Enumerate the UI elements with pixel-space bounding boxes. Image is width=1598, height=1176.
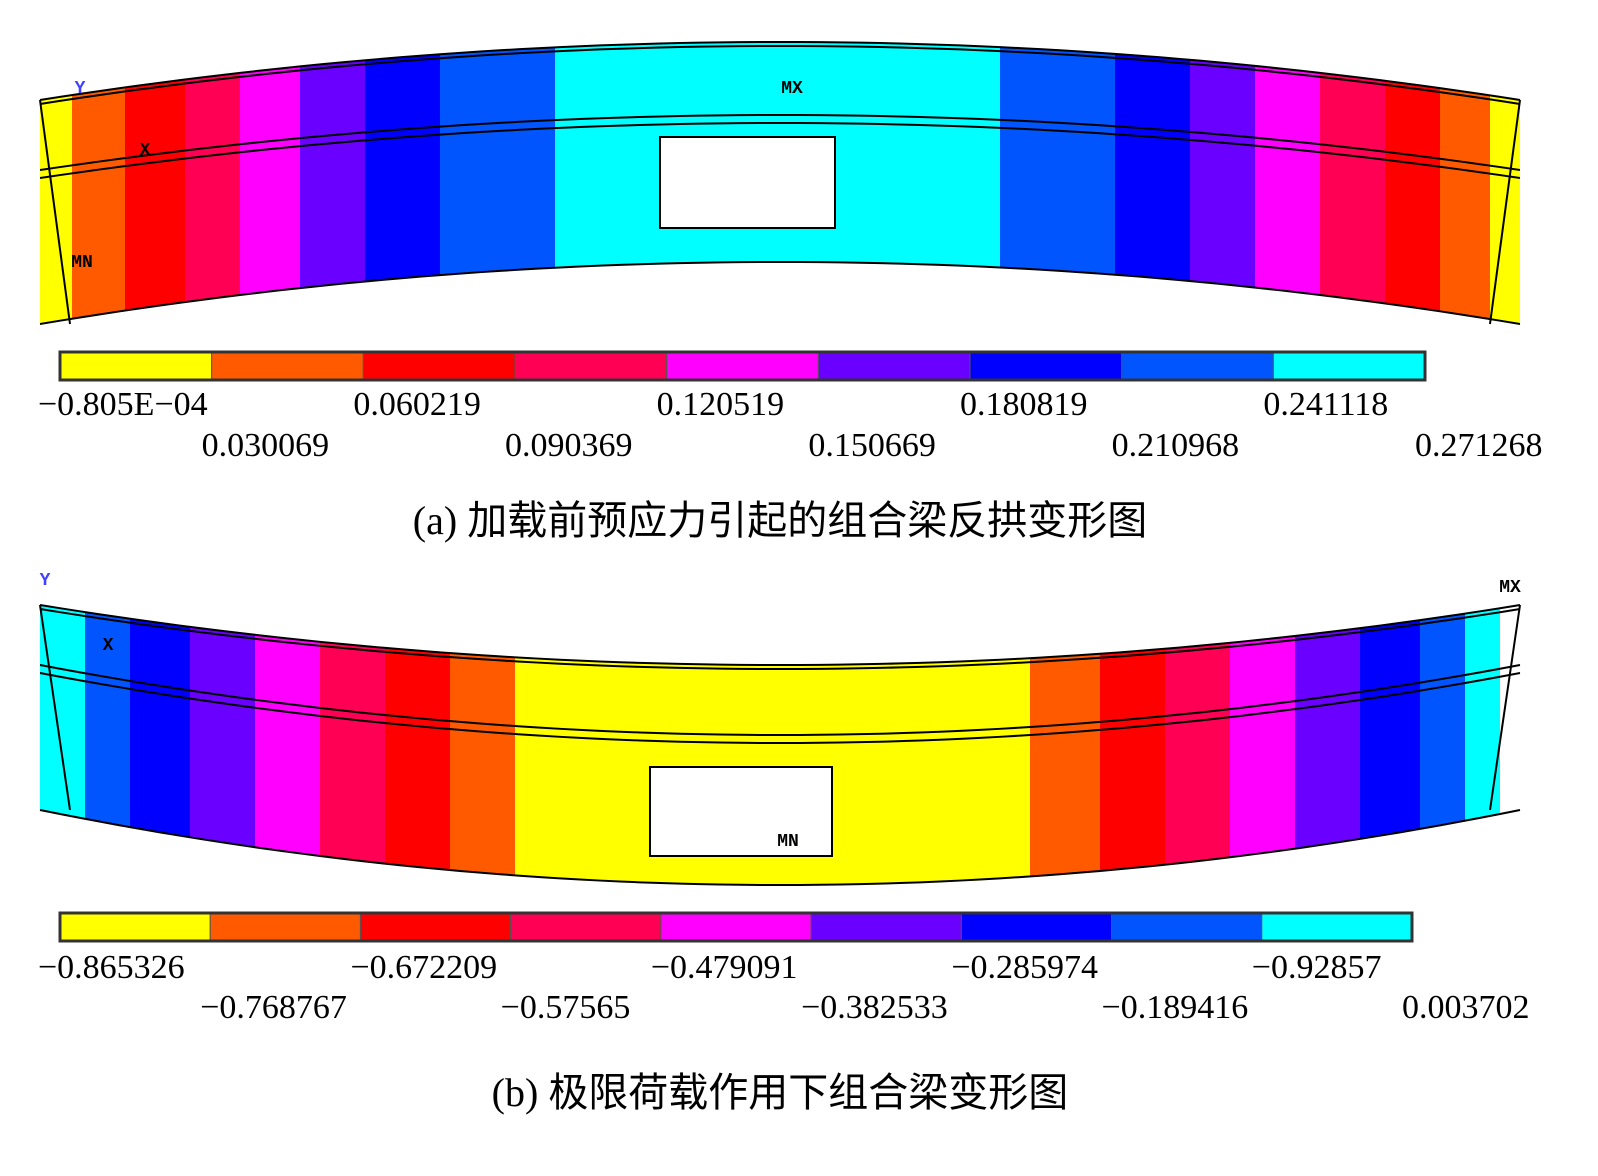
- scale-label: 0.271268: [1415, 427, 1543, 464]
- contour-band: [72, 87, 125, 319]
- beam-end: [39, 99, 71, 325]
- beam-end: [1489, 604, 1521, 811]
- scale-label: −0.768767: [200, 989, 347, 1026]
- slab-line: [39, 44, 1521, 105]
- scale-swatch: [1272, 351, 1426, 381]
- scale-swatch: [810, 912, 962, 942]
- scale-label: −0.92857: [1252, 949, 1382, 986]
- contour-band: [1030, 653, 1100, 877]
- scale-swatch: [510, 912, 662, 942]
- scale-label: 0.060219: [353, 386, 481, 423]
- scale-swatch: [1261, 912, 1413, 942]
- scale-swatch: [362, 351, 516, 381]
- scale-label: 0.120519: [657, 386, 785, 423]
- scale-label: −0.285974: [951, 949, 1098, 986]
- contour-band: [240, 66, 300, 296]
- scale-label: −0.382533: [801, 989, 948, 1026]
- contour-band: [1115, 53, 1190, 282]
- slab-line: [39, 608, 1521, 671]
- scale-swatch: [969, 351, 1123, 381]
- plot-tag: MN: [777, 832, 799, 852]
- scale-swatch: [660, 912, 812, 942]
- flange-line: [39, 121, 1521, 179]
- contour-band: [385, 647, 450, 871]
- scale-swatch: [1121, 351, 1274, 381]
- caption: (a) 加载前预应力引起的组合梁反拱变形图: [413, 498, 1147, 543]
- plot-tag: X: [103, 636, 114, 656]
- contour-band: [320, 641, 385, 864]
- contour-band: [125, 79, 185, 311]
- flange-line: [39, 113, 1521, 171]
- scale-label: −0.189416: [1102, 989, 1249, 1026]
- flange-line: [39, 672, 1521, 745]
- contour-band: [1420, 613, 1465, 829]
- scale-label: 0.150669: [808, 427, 936, 464]
- contour-band: [1100, 648, 1165, 871]
- contour-band: [1190, 59, 1255, 288]
- contour-band: [1000, 47, 1115, 275]
- contour-band: [440, 47, 555, 276]
- plot-tag: MN: [71, 253, 93, 273]
- contour-band: [1385, 80, 1440, 312]
- web-opening: [659, 136, 836, 229]
- contour-band: [1295, 628, 1360, 849]
- scale-label: −0.865326: [38, 949, 185, 986]
- scale-swatch: [817, 351, 971, 381]
- contour-band: [1165, 642, 1230, 865]
- beam-end: [1489, 99, 1521, 325]
- scale-label: −0.479091: [651, 949, 798, 986]
- scale-label: 0.030069: [202, 427, 330, 464]
- scale-label: 0.241118: [1263, 386, 1388, 423]
- scale-label: 0.090369: [505, 427, 633, 464]
- beam-top-edge: [39, 40, 1521, 101]
- scale-swatch: [59, 351, 213, 381]
- scale-frame: [58, 911, 1414, 943]
- scale-swatch: [666, 351, 819, 381]
- plot-tag: Y: [75, 79, 86, 99]
- plot-tag: MX: [1499, 578, 1521, 598]
- scale-label: −0.672209: [350, 949, 497, 986]
- scale-swatch: [209, 912, 361, 942]
- contour-band: [1255, 65, 1320, 296]
- scale-swatch: [1111, 912, 1263, 942]
- flange-line: [39, 664, 1521, 737]
- contour-band: [1360, 620, 1420, 839]
- contour-band: [1230, 635, 1295, 858]
- plot-tag: MX: [781, 79, 803, 99]
- web-opening: [649, 766, 833, 857]
- beam-bottom-edge: [39, 809, 1521, 887]
- contour-band: [1320, 72, 1385, 304]
- contour-band: [185, 72, 240, 303]
- plot-tag: Y: [40, 571, 51, 591]
- beam-top-edge: [39, 604, 1521, 667]
- scale-swatch: [211, 351, 364, 381]
- contour-band: [190, 626, 255, 848]
- contour-band: [450, 653, 515, 876]
- contour-band: [85, 612, 130, 828]
- beam-bottom-edge: [39, 260, 1521, 325]
- scale-label: 0.180819: [960, 386, 1088, 423]
- contour-band: [1465, 608, 1500, 821]
- scale-swatch: [960, 912, 1113, 942]
- scale-label: 0.003702: [1402, 989, 1530, 1026]
- scale-label: −0.57565: [501, 989, 631, 1026]
- plot-tag: X: [140, 141, 151, 161]
- scale-swatch: [59, 912, 211, 942]
- contour-band: [365, 54, 440, 282]
- caption: (b) 极限荷载作用下组合梁变形图: [492, 1070, 1069, 1115]
- scale-label: −0.805E−04: [38, 386, 208, 423]
- scale-label: 0.210968: [1112, 427, 1240, 464]
- contour-band: [1440, 88, 1490, 320]
- panel: Y X MX MN −0.805E−04 0.030069 0.060219 0.090369…: [38, 40, 1543, 543]
- panel: Y X MX MN −0.865326 −0.768767−0.672209−0.5756…: [38, 571, 1530, 1115]
- scale-swatch: [514, 351, 668, 381]
- contour-band: [130, 618, 190, 838]
- contour-band: [300, 60, 365, 289]
- contour-band: [255, 634, 320, 857]
- contour-band: [40, 605, 85, 819]
- scale-swatch: [359, 912, 512, 942]
- scale-frame: [58, 350, 1427, 382]
- beam-end: [39, 604, 71, 811]
